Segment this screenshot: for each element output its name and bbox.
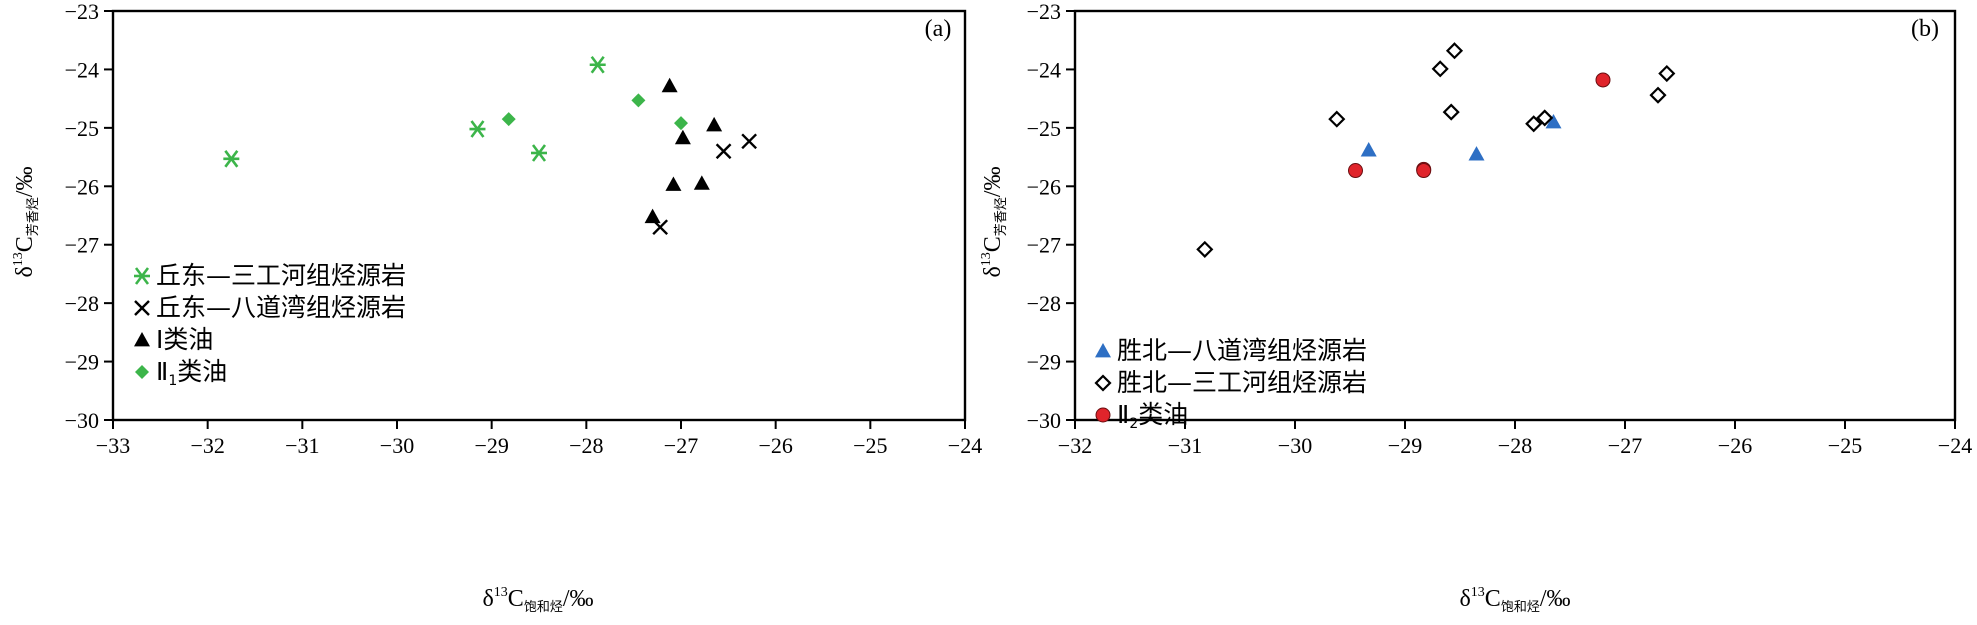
data-point — [1196, 240, 1214, 258]
y-tick-label: −26 — [1027, 174, 1061, 199]
data-point — [1545, 114, 1562, 129]
x-tick-label: −31 — [1168, 433, 1202, 458]
x-axis-title: δ13C饱和烃/‰ — [1459, 585, 1570, 615]
y-tick-label: −27 — [1027, 233, 1061, 258]
x-tick-label: −30 — [1278, 433, 1312, 458]
y-tick-label: −26 — [65, 174, 99, 199]
data-point — [1360, 142, 1377, 157]
y-tick-label: −23 — [65, 0, 99, 24]
legend-label: 胜北—三工河组烃源岩 — [1117, 368, 1367, 397]
data-point — [674, 129, 691, 145]
legend-marker — [135, 365, 149, 379]
x-tick-label: −26 — [758, 433, 792, 458]
legend-label: Ⅱ2类油 — [1117, 400, 1188, 432]
data-point — [589, 55, 606, 74]
chart-panel-a: −33 −32 −31 −30 −29 −28 −27 −26 −25 −24 −23 −24 −25 −… — [11, 0, 982, 615]
y-axis-title: δ13C芳香烃/‰ — [11, 166, 41, 277]
legend-marker — [1095, 407, 1111, 423]
data-point — [631, 93, 646, 108]
data-point — [1348, 163, 1363, 179]
y-tick-label: −28 — [1027, 291, 1061, 316]
y-tick-label: −24 — [1027, 57, 1061, 82]
x-tick-label: −27 — [664, 433, 698, 458]
legend-marker — [134, 332, 150, 347]
data-point — [1658, 64, 1676, 83]
y-tick-label: −30 — [65, 408, 99, 433]
x-tick-label: −25 — [853, 433, 887, 458]
x-tick-label: −31 — [285, 433, 319, 458]
x-tick-label: −28 — [569, 433, 603, 458]
y-tick-label: −29 — [1027, 350, 1061, 375]
data-point — [1468, 146, 1485, 161]
data-point — [1445, 42, 1464, 60]
x-tick-label: −29 — [1388, 433, 1422, 458]
data-point — [1649, 86, 1667, 104]
data-point — [1595, 72, 1611, 88]
data-point — [661, 77, 678, 93]
x-tick-label: −33 — [96, 433, 130, 458]
legend-label: Ⅰ类油 — [156, 325, 213, 354]
y-axis-title: δ13C芳香烃/‰ — [979, 166, 1009, 277]
y-tick-label: −24 — [65, 57, 99, 82]
y-tick-label: −28 — [65, 291, 99, 316]
x-tick-label: −25 — [1828, 433, 1862, 458]
panel-tag: (a) — [925, 16, 952, 42]
plot-frame — [111, 9, 967, 422]
legend-label: 丘东—八道湾组烃源岩 — [156, 293, 406, 322]
x-tick-label: −32 — [190, 433, 224, 458]
chart-panel-b: −32 −31 −30 −29 −28 −27 −26 −25 −24 −23 −24 −25 −26 −… — [979, 0, 1972, 615]
legend-marker — [1094, 374, 1112, 392]
data-point — [693, 175, 710, 190]
data-point — [1442, 103, 1460, 121]
x-axis-title: δ13C饱和烃/‰ — [482, 585, 593, 615]
x-tick-label: −24 — [948, 433, 982, 458]
legend-marker — [134, 267, 150, 285]
y-tick-label: −23 — [1027, 0, 1061, 24]
data-point — [1431, 60, 1449, 78]
x-tick-label: −30 — [380, 433, 414, 458]
legend-label: 丘东—三工河组烃源岩 — [156, 261, 406, 290]
data-point — [644, 208, 661, 224]
data-point — [1416, 163, 1432, 179]
x-tick-label: −29 — [474, 433, 508, 458]
y-tick-label: −29 — [65, 350, 99, 375]
legend-label: Ⅱ1类油 — [156, 357, 227, 389]
y-tick-label: −25 — [65, 116, 99, 141]
y-tick-label: −27 — [65, 233, 99, 258]
legend-marker — [134, 300, 150, 316]
legend-marker — [1095, 343, 1111, 358]
data-point — [715, 143, 732, 160]
data-point — [1525, 115, 1543, 133]
data-point — [501, 112, 516, 127]
data-point — [223, 150, 240, 168]
legend-label: 胜北—八道湾组烃源岩 — [1117, 336, 1367, 365]
x-tick-label: −26 — [1718, 433, 1752, 458]
y-tick-label: −25 — [1027, 116, 1061, 141]
data-point — [1536, 109, 1554, 127]
data-point — [1328, 110, 1346, 128]
data-point — [706, 116, 723, 132]
x-tick-label: −32 — [1058, 433, 1092, 458]
x-tick-label: −27 — [1608, 433, 1642, 458]
x-tick-label: −24 — [1938, 433, 1972, 458]
y-tick-label: −30 — [1027, 408, 1061, 433]
data-point — [469, 120, 486, 138]
data-point — [674, 116, 688, 131]
x-tick-label: −28 — [1498, 433, 1532, 458]
data-point — [741, 133, 758, 150]
data-point — [665, 176, 682, 191]
panel-tag: (b) — [1911, 16, 1939, 42]
data-point — [531, 144, 547, 162]
